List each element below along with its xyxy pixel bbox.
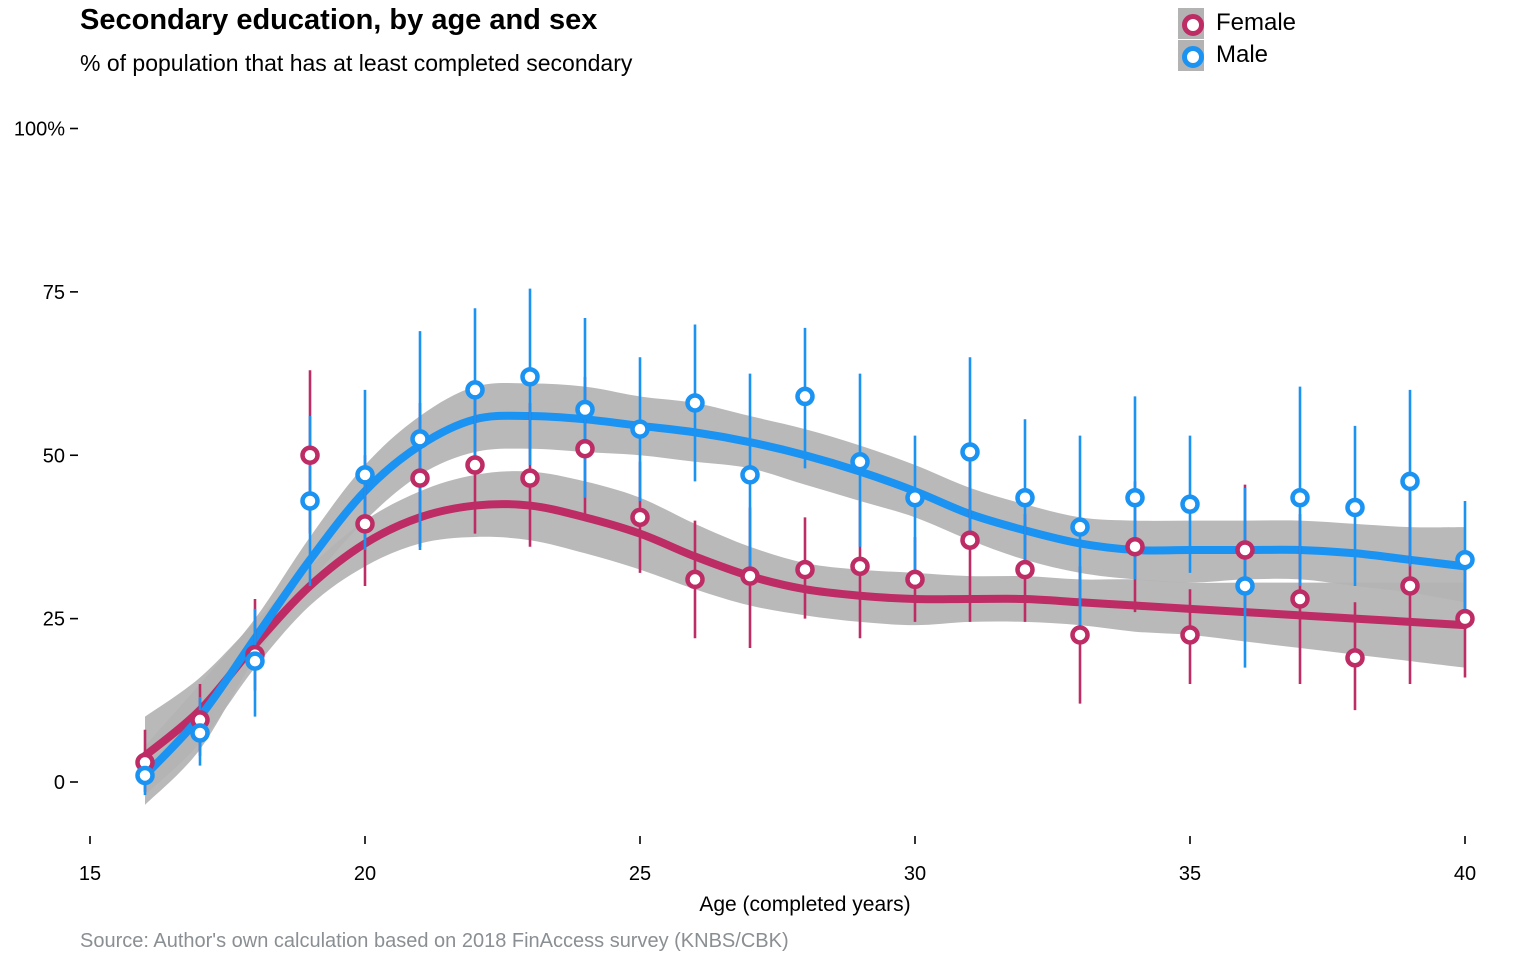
data-point-male [795, 386, 815, 407]
data-point-male [1400, 471, 1420, 492]
data-point-male [1235, 576, 1255, 596]
data-point-female [1400, 576, 1420, 596]
legend-item-female: Female [1178, 8, 1438, 40]
data-point-male [960, 442, 980, 462]
data-point-female [905, 569, 925, 590]
data-point-male [575, 399, 595, 420]
data-point-male [905, 487, 925, 508]
x-tick-label: 40 [1454, 863, 1476, 885]
legend-marker-female [1182, 14, 1204, 36]
confidence-band-female [145, 471, 1465, 796]
data-point-female [410, 468, 430, 488]
data-point-female [850, 556, 870, 577]
legend-label-female: Female [1216, 9, 1297, 36]
data-point-female [300, 445, 320, 465]
data-point-female [1290, 589, 1310, 609]
legend-label-male: Male [1216, 41, 1269, 68]
data-point-male [355, 465, 375, 485]
data-point-female [1455, 608, 1475, 629]
x-axis: 15 20 25 30 35 40 [79, 836, 1476, 885]
legend-item-male: Male [1178, 40, 1438, 72]
data-point-female [465, 455, 485, 475]
y-tick-label: 50 [43, 445, 65, 467]
data-point-male [300, 491, 320, 511]
data-points [135, 367, 1475, 786]
data-point-male [850, 452, 870, 472]
data-point-female [1235, 540, 1255, 560]
data-point-male [245, 651, 265, 671]
y-tick-label: 25 [43, 609, 65, 631]
data-point-male [1070, 517, 1090, 537]
data-point-female [575, 438, 595, 459]
chart-caption: Source: Author's own calculation based o… [80, 930, 789, 952]
data-point-female [1070, 625, 1090, 645]
y-tick-label: 75 [43, 282, 65, 304]
data-point-female [795, 559, 815, 580]
data-point-male [1290, 487, 1310, 508]
x-tick-label: 35 [1179, 863, 1201, 885]
x-tick-label: 25 [629, 863, 651, 885]
data-point-male [465, 380, 485, 400]
legend-key-male [1178, 40, 1204, 71]
data-point-male [685, 393, 705, 413]
data-point-male [1345, 497, 1365, 518]
data-point-male [1125, 487, 1145, 508]
data-point-female [960, 530, 980, 550]
data-point-male [190, 723, 210, 743]
data-point-female [355, 514, 375, 534]
y-tick-label: 100% [14, 119, 65, 141]
x-axis-label: Age (completed years) [699, 893, 910, 916]
data-point-female [630, 507, 650, 528]
data-point-male [630, 419, 650, 439]
x-tick-label: 15 [79, 863, 101, 885]
x-tick-label: 30 [904, 863, 926, 885]
data-point-female [685, 569, 705, 590]
data-point-male [1455, 550, 1475, 570]
data-point-male [1180, 494, 1200, 515]
data-point-female [1125, 536, 1145, 557]
data-point-female [520, 468, 540, 488]
chart-title: Secondary education, by age and sex [80, 4, 598, 36]
data-point-female [1180, 625, 1200, 645]
data-point-male [410, 429, 430, 449]
data-point-male [520, 367, 540, 387]
data-point-male [1015, 487, 1035, 508]
chart-subtitle: % of population that has at least comple… [80, 50, 633, 76]
legend-key-female [1178, 8, 1204, 39]
data-point-male [135, 765, 155, 786]
data-point-female [740, 566, 760, 586]
y-axis: 0 25 50 75 100% [14, 119, 78, 794]
x-tick-label: 20 [354, 863, 376, 885]
data-point-female [1345, 648, 1365, 668]
legend: Female Male [1178, 8, 1438, 72]
y-tick-label: 0 [54, 772, 65, 794]
data-point-male [740, 465, 760, 485]
legend-marker-male [1182, 46, 1204, 68]
data-point-female [1015, 559, 1035, 580]
